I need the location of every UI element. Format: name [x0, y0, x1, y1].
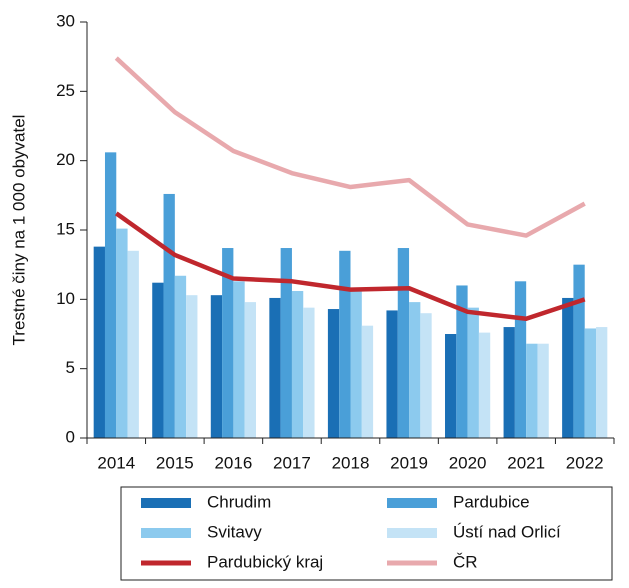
y-tick-label: 25 — [56, 81, 75, 100]
line — [114, 211, 586, 321]
bar — [562, 297, 574, 438]
y-tick-label: 30 — [56, 11, 75, 30]
bar — [303, 307, 315, 438]
bar — [327, 309, 340, 438]
x-tick-label: 2015 — [156, 453, 194, 472]
y-tick-label: 20 — [56, 150, 75, 169]
bar — [127, 250, 139, 438]
bar — [339, 250, 351, 438]
bar — [445, 334, 457, 438]
bar — [361, 325, 374, 438]
legend-label: Chrudim — [207, 492, 271, 511]
bar — [526, 343, 538, 438]
x-tick-label: 2022 — [566, 453, 604, 472]
bar — [269, 297, 281, 438]
bar — [152, 282, 164, 438]
x-tick-label: 2019 — [390, 453, 428, 472]
y-tick-label: 15 — [56, 219, 75, 238]
bar — [350, 288, 362, 438]
bar — [467, 307, 479, 438]
bar — [244, 302, 256, 438]
x-tick-label: 2014 — [97, 453, 135, 472]
bar — [386, 310, 398, 438]
bar — [456, 285, 468, 438]
bar — [514, 281, 527, 438]
bar — [93, 246, 105, 438]
x-tick-label: 2016 — [214, 453, 252, 472]
y-axis-label: Trestné činy na 1 000 obyvatel — [9, 115, 28, 346]
line — [114, 56, 586, 238]
x-tick-label: 2017 — [273, 453, 311, 472]
bar — [116, 228, 128, 438]
bar — [397, 248, 410, 438]
bar — [222, 248, 234, 438]
legend-box — [120, 486, 613, 581]
legend-swatch — [387, 498, 437, 508]
bar — [104, 152, 117, 438]
y-tick-label: 0 — [66, 427, 75, 446]
bar — [420, 313, 432, 438]
legend-label: Ústí nad Orlicí — [453, 522, 561, 541]
bar — [174, 275, 187, 438]
bar — [503, 327, 515, 438]
legend-label: Pardubický kraj — [207, 552, 323, 571]
bar — [210, 295, 223, 438]
bar — [233, 281, 245, 438]
bar — [280, 248, 292, 438]
bar — [163, 193, 175, 438]
bar — [537, 343, 549, 438]
bar — [291, 291, 304, 438]
legend-swatch — [141, 528, 191, 538]
legend-label: Svitavy — [207, 522, 262, 541]
y-tick-label: 10 — [56, 289, 75, 308]
bar — [478, 332, 491, 438]
x-tick-label: 2020 — [449, 453, 487, 472]
bar — [584, 328, 597, 438]
legend-swatch — [387, 528, 437, 538]
x-tick-label: 2018 — [332, 453, 370, 472]
bar — [409, 302, 421, 438]
bar — [596, 327, 608, 438]
legend-label: ČR — [453, 552, 478, 571]
bar — [186, 295, 198, 438]
legend-swatch — [141, 498, 191, 508]
legend-label: Pardubice — [453, 492, 530, 511]
y-tick-label: 5 — [66, 358, 75, 377]
bar — [573, 264, 585, 438]
x-tick-label: 2021 — [507, 453, 545, 472]
